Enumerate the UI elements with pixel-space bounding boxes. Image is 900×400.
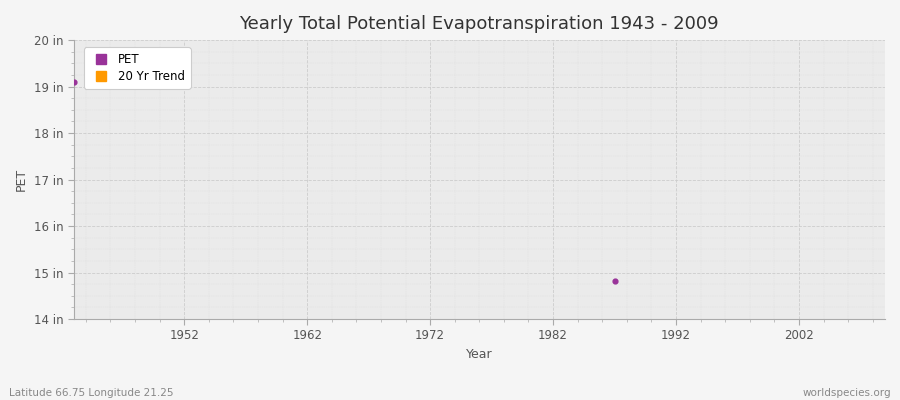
Y-axis label: PET: PET xyxy=(15,168,28,191)
Text: Latitude 66.75 Longitude 21.25: Latitude 66.75 Longitude 21.25 xyxy=(9,388,174,398)
Text: worldspecies.org: worldspecies.org xyxy=(803,388,891,398)
Legend: PET, 20 Yr Trend: PET, 20 Yr Trend xyxy=(84,48,191,89)
Point xyxy=(608,278,622,284)
X-axis label: Year: Year xyxy=(466,348,492,361)
Point xyxy=(67,79,81,85)
Title: Yearly Total Potential Evapotranspiration 1943 - 2009: Yearly Total Potential Evapotranspiratio… xyxy=(239,15,719,33)
